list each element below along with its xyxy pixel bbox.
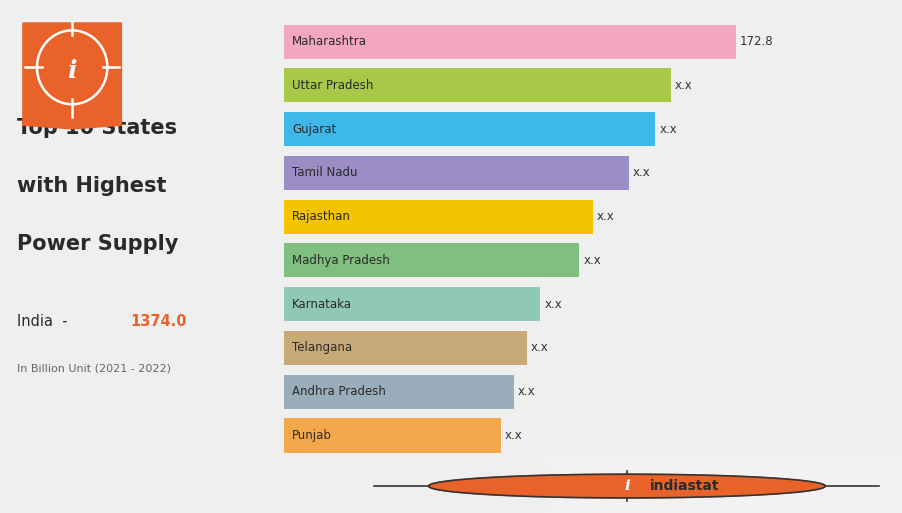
- Bar: [284, 68, 671, 103]
- Text: Rajasthan: Rajasthan: [292, 210, 351, 223]
- Text: Tamil Nadu: Tamil Nadu: [292, 166, 357, 180]
- Bar: [284, 112, 655, 146]
- Bar: [284, 25, 736, 58]
- Text: Madhya Pradesh: Madhya Pradesh: [292, 254, 390, 267]
- Polygon shape: [541, 457, 902, 513]
- Text: x.x: x.x: [505, 429, 523, 442]
- Polygon shape: [23, 23, 122, 129]
- Bar: [284, 374, 514, 409]
- Text: Top 10 States: Top 10 States: [17, 118, 177, 138]
- Text: with Highest: with Highest: [17, 176, 167, 196]
- Text: i: i: [624, 479, 630, 493]
- Bar: [284, 331, 527, 365]
- Circle shape: [428, 474, 825, 498]
- Text: Maharashtra: Maharashtra: [292, 35, 367, 48]
- Text: x.x: x.x: [544, 298, 562, 311]
- Text: indiastat: indiastat: [649, 479, 719, 493]
- Bar: [284, 200, 593, 234]
- Text: India  -: India -: [17, 314, 72, 329]
- Text: Punjab: Punjab: [292, 429, 332, 442]
- Text: x.x: x.x: [584, 254, 601, 267]
- Text: Karnataka: Karnataka: [292, 298, 352, 311]
- Text: x.x: x.x: [675, 79, 693, 92]
- Text: media: media: [723, 479, 771, 493]
- Text: x.x: x.x: [659, 123, 676, 135]
- Text: x.x: x.x: [633, 166, 650, 180]
- Bar: [284, 287, 540, 321]
- Bar: [284, 156, 629, 190]
- Text: Telangana: Telangana: [292, 342, 352, 354]
- Text: Uttar Pradesh: Uttar Pradesh: [292, 79, 373, 92]
- Text: x.x: x.x: [531, 342, 548, 354]
- Text: i: i: [68, 59, 77, 83]
- Text: In Billion Unit (2021 - 2022): In Billion Unit (2021 - 2022): [17, 364, 171, 373]
- Text: x.x: x.x: [596, 210, 614, 223]
- Text: 1374.0: 1374.0: [131, 314, 188, 329]
- Text: Gujarat: Gujarat: [292, 123, 336, 135]
- Bar: [284, 419, 501, 452]
- Text: Power Supply: Power Supply: [17, 234, 179, 254]
- Text: x.x: x.x: [518, 385, 536, 398]
- Bar: [284, 243, 579, 278]
- Text: Andhra Pradesh: Andhra Pradesh: [292, 385, 386, 398]
- Text: 172.8: 172.8: [740, 35, 773, 48]
